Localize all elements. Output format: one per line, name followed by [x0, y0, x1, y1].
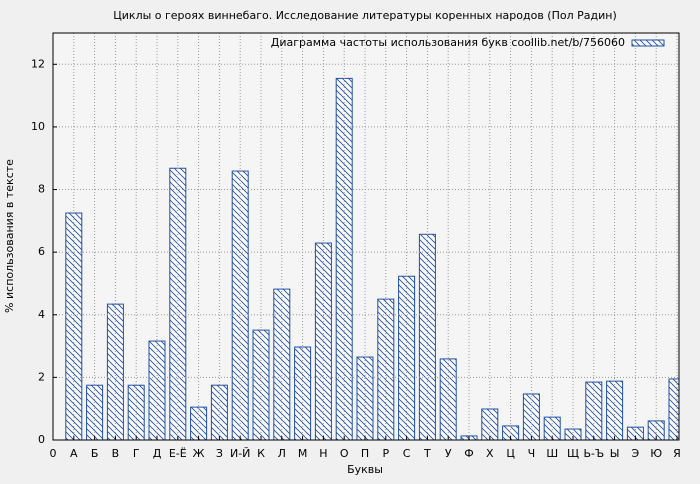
- x-tick-label: С: [403, 447, 411, 460]
- x-tick-label: Э: [632, 447, 640, 460]
- y-tick-label: 6: [38, 245, 45, 258]
- y-tick-label: 4: [38, 308, 45, 321]
- x-axis-label: Буквы: [347, 463, 383, 476]
- chart-title: Циклы о героях виннебаго. Исследование л…: [113, 9, 617, 22]
- bar: [606, 380, 624, 440]
- bar: [522, 393, 540, 440]
- x-tick-label: Д: [153, 447, 162, 460]
- x-tick-label: Ц: [506, 447, 515, 460]
- x-tick-label: В: [112, 447, 120, 460]
- bar: [210, 384, 228, 440]
- legend-label: Диаграмма частоты использования букв coo…: [271, 36, 625, 49]
- x-tick-label: Ч: [528, 447, 536, 460]
- bar: [418, 233, 436, 440]
- x-tick-label: 0: [50, 447, 57, 460]
- x-tick-label: О: [340, 447, 349, 460]
- legend-box: [631, 39, 665, 47]
- x-tick-label: К: [257, 447, 265, 460]
- bar: [273, 288, 291, 440]
- x-tick-label: Ш: [546, 447, 558, 460]
- x-tick-label: Р: [382, 447, 389, 460]
- y-tick-label: 10: [31, 120, 45, 133]
- plot-frame: [52, 32, 680, 441]
- x-tick-label: З: [216, 447, 223, 460]
- x-tick-label: Щ: [567, 447, 579, 460]
- x-tick-label: Б: [91, 447, 99, 460]
- x-tick-label: Е-Ё: [169, 447, 187, 460]
- x-tick-label: Н: [319, 447, 327, 460]
- x-tick-label: П: [361, 447, 369, 460]
- x-tick-label: Ж: [193, 447, 205, 460]
- x-tick-label: Ь-Ъ: [583, 447, 604, 460]
- y-axis-label: % использования в тексте: [3, 159, 16, 313]
- bar: [626, 426, 644, 440]
- x-tick-label: Г: [133, 447, 140, 460]
- x-tick-label: Х: [486, 447, 494, 460]
- bar: [127, 384, 145, 440]
- bar: [86, 384, 104, 440]
- bar: [314, 242, 332, 440]
- x-tick-label: Т: [423, 447, 431, 460]
- x-tick-label: И-Й: [230, 447, 250, 460]
- y-tick-label: 8: [38, 183, 45, 196]
- y-tick-label: 12: [31, 57, 45, 70]
- x-tick-label: М: [298, 447, 308, 460]
- x-tick-label: А: [70, 447, 78, 460]
- bar: [668, 378, 679, 440]
- x-tick-label: Ы: [610, 447, 620, 460]
- x-tick-label: Л: [278, 447, 286, 460]
- x-tick-label: Ю: [650, 447, 662, 460]
- y-tick-label: 0: [38, 433, 45, 446]
- x-tick-label: Я: [673, 447, 681, 460]
- x-tick-label: У: [445, 447, 452, 460]
- x-tick-label: Ф: [464, 447, 473, 460]
- y-tick-label: 2: [38, 370, 45, 383]
